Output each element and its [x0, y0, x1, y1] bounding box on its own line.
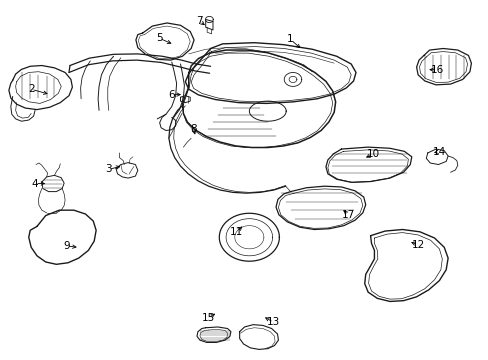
Text: 9: 9	[63, 241, 70, 251]
Text: 12: 12	[410, 240, 424, 250]
Text: 3: 3	[105, 164, 112, 174]
Text: 8: 8	[190, 125, 197, 135]
Text: 2: 2	[28, 84, 35, 94]
Text: 7: 7	[196, 16, 203, 26]
Text: 4: 4	[32, 179, 38, 189]
Text: 16: 16	[430, 65, 443, 75]
Text: 1: 1	[286, 35, 293, 44]
Text: 5: 5	[156, 33, 163, 43]
Text: 14: 14	[432, 147, 445, 157]
Text: 10: 10	[366, 149, 379, 159]
Text: 17: 17	[341, 210, 354, 220]
Text: 11: 11	[230, 226, 243, 237]
Text: 6: 6	[168, 90, 175, 100]
Text: 15: 15	[201, 313, 214, 323]
Text: 13: 13	[266, 317, 280, 327]
